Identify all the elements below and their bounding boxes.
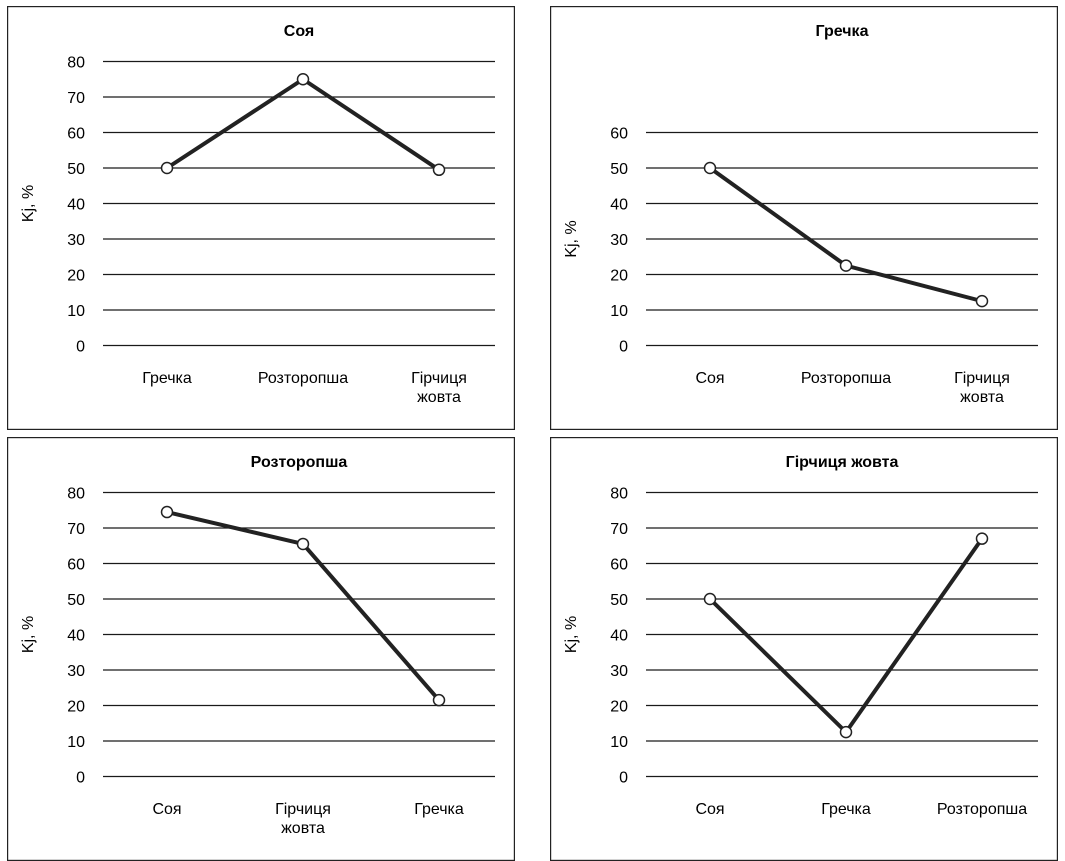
chart-svg: Розторопша Kj, % 0 10 20 30 40 50 60 70 80 Соя Гірчи…	[7, 437, 515, 861]
chart-panel-hrechka: Гречка Kj, % 0 10 20 30 40 50 60 Соя Розторопша Гір…	[550, 6, 1058, 430]
y-tick-label: 70	[67, 90, 85, 107]
data-point	[839, 259, 853, 272]
chart-panel-hirchytsia-zhovta: Гірчиця жовта Kj, % 0 10 20 30 40 50 60 70 80 Соя Гр…	[550, 437, 1058, 861]
chart-title: Гречка	[816, 23, 869, 40]
data-point	[296, 537, 310, 551]
data-point	[432, 163, 446, 177]
y-tick-label: 80	[610, 486, 628, 503]
y-tick-label: 20	[610, 268, 628, 285]
y-axis-label: Kj, %	[563, 220, 580, 257]
chart-panel-soya: Соя Kj, % 0 10 20 30 40 50 60 70 80 Гречка Розторопш…	[7, 6, 515, 430]
chart-panel-roztoropsha: Розторопша Kj, % 0 10 20 30 40 50 60 70 80 Соя Гірчи…	[7, 437, 515, 861]
y-tick-label: 80	[67, 55, 85, 72]
y-tick-label: 40	[67, 628, 85, 645]
chart-border	[550, 6, 1058, 430]
x-tick-label: Соя	[695, 370, 724, 387]
y-tick-label: 60	[610, 557, 628, 574]
chart-title: Гірчиця жовта	[786, 454, 899, 471]
y-tick-label: 30	[610, 232, 628, 249]
y-tick-label: 10	[67, 734, 85, 751]
data-point	[703, 161, 717, 175]
data-point	[296, 73, 310, 86]
x-tick-label: Соя	[152, 801, 181, 818]
y-tick-label: 0	[619, 770, 628, 787]
y-axis-label: Kj, %	[20, 616, 37, 653]
y-tick-label: 10	[67, 303, 85, 320]
chart-title: Розторопша	[251, 454, 348, 471]
data-point	[432, 693, 446, 707]
y-tick-label: 40	[610, 628, 628, 645]
y-tick-label: 30	[67, 663, 85, 680]
chart-svg: Гірчиця жовта Kj, % 0 10 20 30 40 50 60 70 80 Соя Гр…	[550, 437, 1058, 861]
y-tick-label: 10	[610, 734, 628, 751]
x-tick-label: Розторопша	[801, 370, 891, 387]
y-tick-label: 70	[67, 521, 85, 538]
y-tick-label: 60	[67, 557, 85, 574]
series-line	[165, 77, 441, 172]
y-tick-label: 80	[67, 486, 85, 503]
y-tick-label: 50	[610, 592, 628, 609]
x-tick-label: Гірчиця жовта	[954, 370, 1010, 406]
y-tick-label: 40	[610, 197, 628, 214]
x-tick-label: Розторопша	[258, 370, 348, 387]
y-tick-label: 60	[610, 126, 628, 143]
y-tick-label: 20	[610, 699, 628, 716]
x-tick-label: Гірчиця жовта	[411, 370, 467, 406]
data-point	[703, 592, 717, 606]
data-point	[975, 532, 989, 545]
y-tick-label: 50	[67, 592, 85, 609]
y-tick-label: 30	[610, 663, 628, 680]
x-tick-label: Розторопша	[937, 801, 1027, 818]
x-tick-label: Соя	[695, 801, 724, 818]
y-tick-label: 30	[67, 232, 85, 249]
y-tick-label: 10	[610, 303, 628, 320]
data-point	[160, 161, 174, 175]
x-tick-label: Гречка	[414, 801, 464, 818]
y-tick-label: 70	[610, 521, 628, 538]
data-point	[839, 725, 853, 739]
y-tick-label: 0	[76, 770, 85, 787]
series-line	[708, 166, 984, 304]
x-tick-label: Гречка	[142, 370, 192, 387]
y-tick-label: 50	[67, 161, 85, 178]
y-tick-label: 40	[67, 197, 85, 214]
y-tick-label: 0	[76, 339, 85, 356]
series-line	[708, 536, 984, 735]
data-point	[160, 505, 174, 519]
chart-title: Соя	[284, 23, 314, 40]
chart-border	[7, 6, 515, 430]
x-tick-label: Гірчиця жовта	[275, 801, 331, 837]
y-tick-label: 0	[619, 339, 628, 356]
x-tick-label: Гречка	[821, 801, 871, 818]
chart-svg: Соя Kj, % 0 10 20 30 40 50 60 70 80 Гречка Розторопш…	[7, 6, 515, 430]
y-axis-label: Kj, %	[20, 185, 37, 222]
y-tick-label: 20	[67, 699, 85, 716]
chart-svg: Гречка Kj, % 0 10 20 30 40 50 60 Соя Розторопша Гір…	[550, 6, 1058, 430]
data-point	[975, 294, 989, 308]
y-tick-label: 20	[67, 268, 85, 285]
y-axis-label: Kj, %	[563, 616, 580, 653]
y-tick-label: 60	[67, 126, 85, 143]
y-tick-label: 50	[610, 161, 628, 178]
